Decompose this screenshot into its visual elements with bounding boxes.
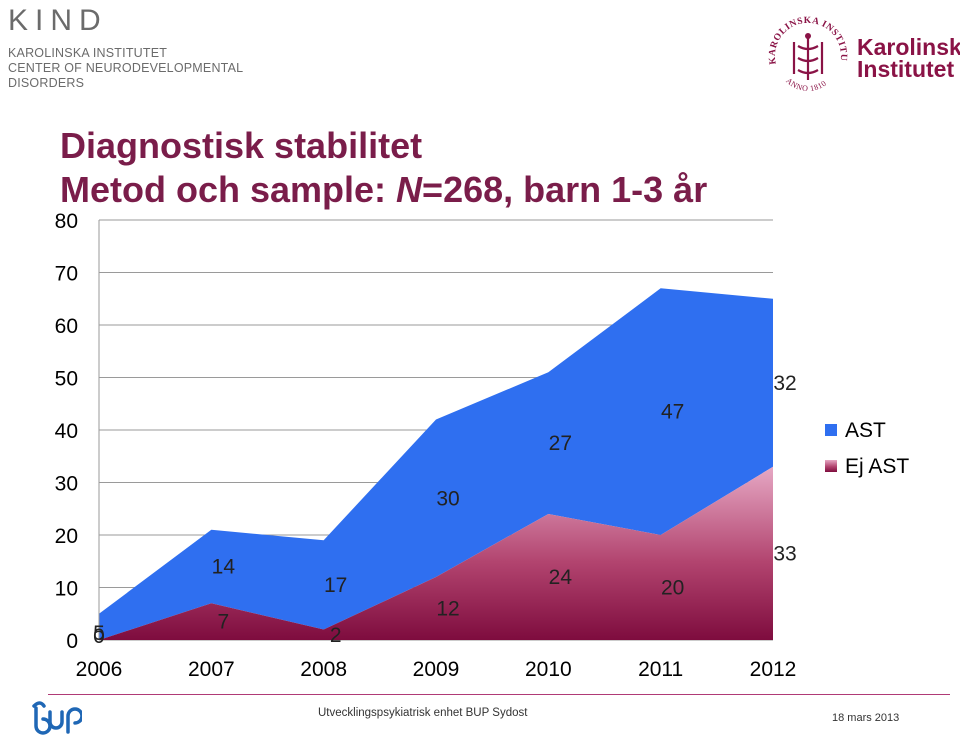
y-tick-label-10: 10 [55,578,78,601]
x-tick-label-2009: 2009 [413,658,460,681]
data-label-ej-ast-2011: 20 [661,577,684,600]
title-line-2-post: =268, barn 1-3 år [422,169,708,210]
data-label-ast-2009: 30 [436,487,459,510]
footer-date: 18 mars 2013 [832,712,900,724]
y-tick-label-40: 40 [55,420,78,443]
ki-seal-logo: KAROLINSKA INSTITUTET ANNO 1810 [764,14,848,93]
kind-subtitle-line-2: CENTER OF NEURODEVELOPMENTAL [8,61,244,75]
ki-name-line-2: Institutet [857,56,955,82]
bup-logo [32,701,82,735]
data-label-ast-2008: 17 [324,574,347,597]
data-label-ast-2006: 5 [93,622,105,645]
title-line-2: Metod och sample: N=268, barn 1-3 år [60,168,707,212]
area-series-ast [99,288,773,640]
kind-subtitle-line-1: KAROLINSKA INSTITUTET [8,46,168,60]
y-tick-label-50: 50 [55,368,78,391]
x-tick-label-2008: 2008 [300,658,347,681]
x-tick-label-2012: 2012 [750,658,797,681]
data-label-ast-2011: 47 [661,401,684,424]
x-tick-label-2007: 2007 [188,658,235,681]
y-tick-label-0: 0 [66,630,78,653]
data-label-ast-2012: 32 [773,372,796,395]
title-line-2-pre: Metod och sample: [60,169,397,210]
data-label-ej-ast-2008: 2 [330,624,342,647]
y-tick-label-60: 60 [55,315,78,338]
title-line-2-italic: N [396,169,423,210]
legend-swatch-ast [825,424,837,436]
y-tick-label-80: 80 [55,210,78,233]
data-label-ej-ast-2009: 12 [436,598,459,621]
kind-logo: KIND [8,4,108,37]
data-label-ej-ast-2012: 33 [773,542,796,565]
data-label-ast-2010: 27 [549,432,572,455]
kind-subtitle-line-3: DISORDERS [8,76,85,90]
legend-label-ej-ast: Ej AST [845,455,909,478]
x-tick-label-2010: 2010 [525,658,572,681]
y-tick-label-30: 30 [55,473,78,496]
data-label-ej-ast-2010: 24 [549,566,573,589]
ki-name-logo: Karolinska Institutet [857,34,960,82]
title-line-1: Diagnostisk stabilitet [60,125,423,166]
footer-organization: Utvecklingspsykiatrisk enhet BUP Sydost [318,707,528,719]
legend-label-ast: AST [845,419,886,442]
area-series-ej-ast [99,466,773,640]
kind-subtitle: KAROLINSKA INSTITUTET CENTER OF NEURODEV… [8,46,243,91]
data-label-ej-ast-2006: 0 [93,625,105,648]
data-label-ej-ast-2007: 7 [217,611,229,634]
data-label-ast-2007: 14 [212,556,236,579]
legend-swatch-ej-ast [825,460,837,472]
y-tick-label-20: 20 [55,525,78,548]
x-tick-label-2011: 2011 [638,658,683,681]
ki-name-line-1: Karolinska [857,34,960,60]
slide-title: Diagnostisk stabilitet Metod och sample:… [60,124,707,212]
x-tick-label-2006: 2006 [76,658,123,681]
footer-divider [48,694,950,695]
y-tick-label-70: 70 [55,263,78,286]
